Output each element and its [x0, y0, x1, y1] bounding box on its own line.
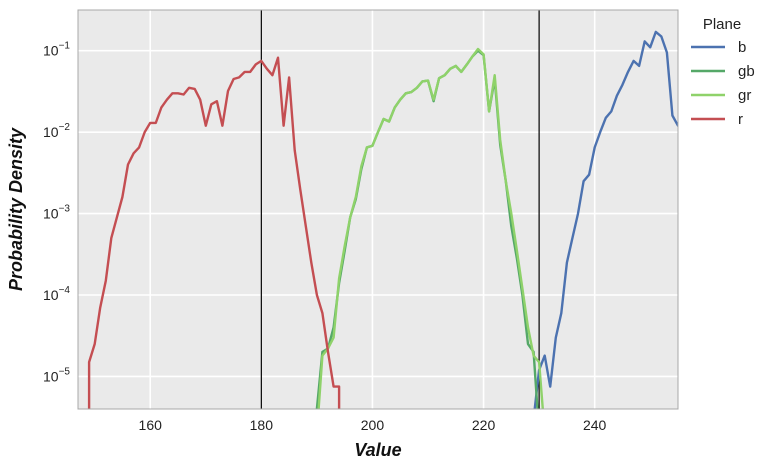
- legend-label-b: b: [738, 39, 746, 56]
- x-tick-label: 220: [472, 417, 496, 433]
- plot-area: [78, 10, 678, 409]
- series-line-r: [87, 56, 341, 409]
- plot-border: [77, 9, 679, 410]
- legend-label-gb: gb: [738, 63, 755, 80]
- x-tick-label: 240: [583, 417, 607, 433]
- x-tick-label: 200: [361, 417, 385, 433]
- series-line-gr: [317, 47, 544, 409]
- legend-title: Plane: [703, 16, 741, 33]
- y-tick-label: 10−4: [43, 285, 70, 303]
- x-tick-label: 180: [250, 417, 274, 433]
- y-tick-labels: 10−5 10−4 10−3 10−2 10−1: [43, 41, 70, 385]
- y-tick-label: 10−1: [43, 41, 70, 59]
- y-tick-label: 10−5: [43, 366, 70, 384]
- series-line-b: [533, 30, 678, 409]
- y-axis-label: Probability Density: [6, 127, 26, 291]
- legend: Plane b gb gr r: [691, 16, 755, 128]
- reference-lines: [260, 10, 540, 409]
- y-tick-label: 10−3: [43, 204, 70, 222]
- legend-label-r: r: [738, 111, 743, 128]
- legend-label-gr: gr: [738, 87, 751, 104]
- series-group: [87, 30, 678, 409]
- x-axis-label: Value: [354, 440, 401, 460]
- y-tick-label: 10−2: [43, 122, 70, 140]
- x-tick-label: 160: [139, 417, 163, 433]
- x-tick-labels: 160 180 200 220 240: [139, 417, 607, 433]
